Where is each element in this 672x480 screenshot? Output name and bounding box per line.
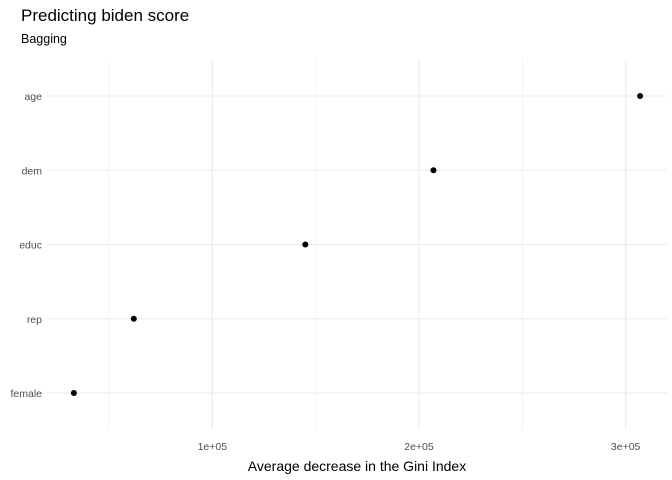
x-tick-label: 3e+05 [611,441,641,453]
chart-title: Predicting biden score [21,6,189,25]
x-tick-label: 1e+05 [198,441,228,453]
y-axis-ticks: female rep educ dem age [10,91,42,400]
data-point-dem [430,167,437,174]
x-axis-ticks: 1e+05 2e+05 3e+05 [198,441,641,453]
chart-subtitle: Bagging [21,32,67,46]
data-point-female [70,390,77,396]
y-tick-label-female: female [10,388,42,400]
y-tick-label-rep: rep [27,314,42,326]
data-point-educ [302,241,309,248]
data-point-rep [130,315,137,322]
y-tick-label-dem: dem [22,165,43,177]
x-tick-label: 2e+05 [404,441,434,453]
grid [47,59,667,430]
x-axis-label: Average decrease in the Gini Index [248,458,466,474]
data-points [70,93,644,396]
y-tick-label-age: age [24,91,42,103]
data-point-age [637,93,644,99]
y-tick-label-educ: educ [19,240,42,252]
